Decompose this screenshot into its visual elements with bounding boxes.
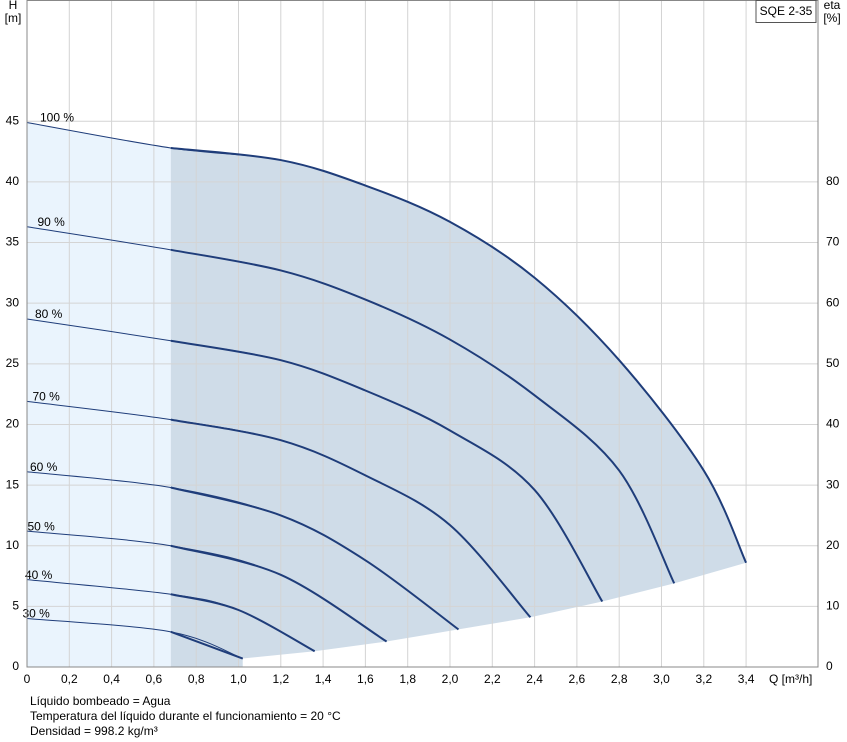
x-tick-label: 2,8 (611, 672, 628, 686)
curve-operating (170, 146, 747, 564)
curve-label: 50 % (28, 519, 56, 533)
curve-operating (170, 339, 604, 603)
y-axis-unit: [m] (5, 11, 22, 25)
y-tick-label: 30 (6, 295, 20, 309)
y-tick-label: 10 (6, 538, 20, 552)
curve-label: 60 % (30, 460, 58, 474)
x-tick-label: 1,6 (357, 672, 374, 686)
y2-tick-label: 0 (826, 659, 833, 673)
curve-operating (170, 630, 244, 660)
x-tick-label: 1,4 (315, 672, 332, 686)
curve-operating (170, 486, 460, 631)
x-tick-label: 1,2 (272, 672, 289, 686)
x-tick-label: 0,2 (61, 672, 78, 686)
x-tick-label: 3,2 (695, 672, 712, 686)
x-tick-label: 2,6 (569, 672, 586, 686)
product-box (755, 0, 817, 23)
plot-frame (26, 0, 819, 668)
y-tick-label: 5 (12, 599, 19, 613)
x-tick-label: 0 (24, 672, 31, 686)
x-tick-label: 0,8 (188, 672, 205, 686)
y-tick-label: 35 (6, 235, 20, 249)
y2-axis-label: eta (824, 0, 841, 12)
curve-label: 70 % (33, 390, 61, 404)
x-tick-label: 2,4 (526, 672, 543, 686)
note: Temperatura del líquido durante el funci… (30, 709, 341, 723)
curve-operating (170, 248, 676, 584)
curve-label: 90 % (38, 215, 66, 229)
curve-label: 100 % (40, 111, 74, 125)
x-tick-label: 0,4 (103, 672, 120, 686)
light-area (27, 122, 171, 667)
curves: 100 % 90 % 80 % 70 % 60 % 50 % 40 % 30 % (23, 111, 747, 660)
y-tick-label: 45 (6, 113, 20, 127)
y2-tick-label: 50 (826, 356, 840, 370)
x-tick-label: 2,0 (442, 672, 459, 686)
y2-tick-label: 40 (826, 417, 840, 431)
note: Densidad = 998.2 kg/m³ (30, 724, 158, 738)
curve (26, 617, 243, 659)
product-label: SQE 2-35 (760, 4, 813, 18)
curve-label: 30 % (23, 607, 51, 621)
curve-operating (170, 544, 388, 643)
y-tick-label: 0 (12, 659, 19, 673)
curve-label: 80 % (35, 307, 63, 321)
y2-tick-label: 70 (826, 235, 840, 249)
x-tick-label: 3,0 (653, 672, 670, 686)
curve-operating (170, 418, 532, 618)
x-tick-label: 3,4 (738, 672, 755, 686)
y2-tick-label: 10 (826, 599, 840, 613)
dark-area (170, 147, 747, 667)
y-tick-label: 15 (6, 477, 20, 491)
operating-area (27, 122, 747, 667)
curve-label: 40 % (25, 568, 53, 582)
note: Líquido bombeado = Agua (30, 694, 171, 708)
grid (26, 0, 818, 668)
y-tick-label: 20 (6, 417, 20, 431)
y-tick-label: 25 (6, 356, 20, 370)
y2-tick-label: 80 (826, 174, 840, 188)
x-tick-label: 0,6 (146, 672, 163, 686)
curve-operating (170, 593, 316, 653)
x-axis-label: Q [m³/h] (769, 672, 812, 686)
x-tick-label: 1,8 (399, 672, 416, 686)
y-tick-label: 40 (6, 174, 20, 188)
x-tick-label: 1,0 (230, 672, 247, 686)
y2-tick-label: 30 (826, 477, 840, 491)
y2-tick-label: 20 (826, 538, 840, 552)
y-axis-label: H (9, 0, 18, 12)
y2-tick-label: 60 (826, 295, 840, 309)
y2-axis-unit: [%] (823, 11, 840, 25)
x-tick-label: 2,2 (484, 672, 501, 686)
